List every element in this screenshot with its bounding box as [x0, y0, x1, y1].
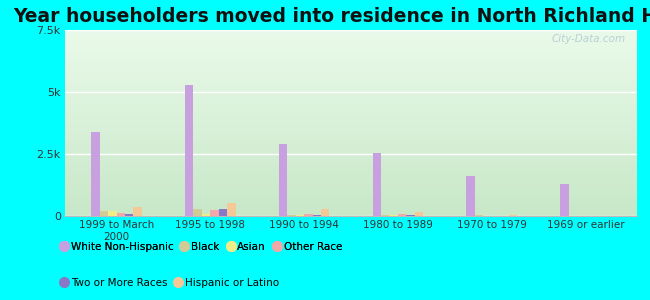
Legend: White Non-Hispanic, Black, Asian, Other Race: White Non-Hispanic, Black, Asian, Other …	[57, 237, 346, 256]
Bar	[279, 144, 287, 216]
Bar	[560, 184, 569, 216]
Bar	[125, 214, 133, 216]
Bar	[116, 213, 125, 216]
Title: Year householders moved into residence in North Richland Hills: Year householders moved into residence i…	[14, 7, 650, 26]
Bar	[372, 153, 381, 216]
Text: City-Data.com: City-Data.com	[551, 34, 625, 44]
Bar	[313, 214, 321, 216]
Bar	[211, 210, 219, 216]
Bar	[508, 215, 517, 216]
Bar	[202, 214, 211, 216]
Bar	[91, 132, 99, 216]
Bar	[466, 176, 474, 216]
Bar	[296, 215, 304, 216]
Legend: Two or More Races, Hispanic or Latino: Two or More Races, Hispanic or Latino	[57, 273, 283, 292]
Bar	[108, 211, 116, 216]
Bar	[474, 215, 483, 216]
Bar	[304, 214, 313, 216]
Bar	[133, 207, 142, 216]
Bar	[219, 209, 227, 216]
Bar	[185, 85, 194, 216]
Bar	[389, 215, 398, 216]
Bar	[398, 214, 406, 216]
Bar	[227, 203, 236, 216]
Bar	[99, 211, 108, 216]
Bar	[406, 215, 415, 216]
Bar	[381, 215, 389, 216]
Bar	[321, 209, 330, 216]
Bar	[194, 209, 202, 216]
Bar	[287, 214, 296, 216]
Bar	[415, 212, 423, 216]
